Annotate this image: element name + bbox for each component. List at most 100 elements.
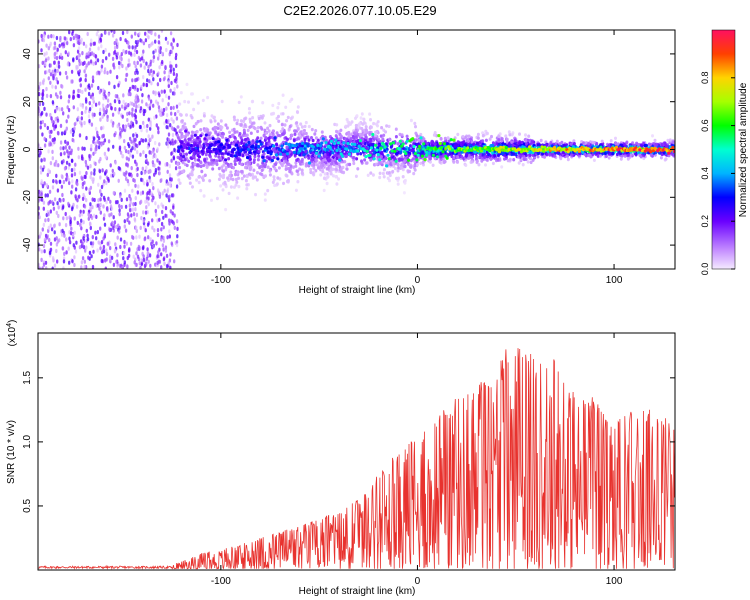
spectrogram-cell	[92, 177, 95, 182]
spectrogram-cell	[172, 193, 175, 198]
spectrogram-cell	[46, 193, 49, 198]
spectrogram-cell	[350, 120, 354, 124]
spectrogram-cell	[416, 162, 419, 167]
spectrogram-cell	[126, 162, 129, 167]
spectrogram-cell	[208, 136, 212, 140]
spectrogram-cell	[249, 131, 253, 135]
spectrogram-cell	[145, 158, 148, 163]
spectrogram-cell	[503, 157, 506, 161]
spectrogram-cell	[38, 102, 42, 107]
spectrogram-cell	[237, 184, 241, 189]
spectrogram-cell	[115, 259, 118, 264]
spectrogram-cell	[106, 114, 109, 119]
spectrogram-cell	[70, 168, 74, 173]
spectrogram-cell	[249, 157, 252, 161]
spectrogram-cell	[89, 59, 93, 64]
spectrogram-cell	[209, 120, 213, 124]
spectrogram-cell	[130, 173, 133, 178]
spectrogram-cell	[170, 177, 173, 182]
spectrogram-cell	[195, 129, 199, 134]
spectrogram-cell	[272, 129, 275, 133]
spectrogram-cell	[284, 167, 288, 171]
spectrogram-cell	[636, 151, 640, 155]
spectrogram-cell	[208, 131, 212, 135]
spectrogram-cell	[185, 152, 188, 156]
spectrogram-cell	[154, 140, 157, 146]
spectrogram-cell	[53, 197, 57, 202]
spectrogram-cell	[312, 166, 316, 170]
spectrogram-cell	[281, 127, 285, 131]
spectrogram-cell	[454, 143, 458, 147]
spectrogram-cell	[100, 240, 104, 245]
spectrogram-cell	[116, 41, 120, 46]
spectrogram-cell	[157, 166, 160, 171]
spectrogram-cell	[95, 146, 98, 151]
spectrogram-cell	[325, 181, 329, 186]
spectrogram-cell	[167, 137, 171, 143]
spectrogram-cell	[433, 156, 437, 160]
spectrogram-cell	[244, 165, 247, 170]
spectrogram-cell	[157, 40, 161, 45]
spectrogram-cell	[161, 243, 165, 248]
spectrogram-cell	[311, 138, 315, 143]
spectrogram-cell	[168, 234, 171, 239]
spectrogram-cell	[282, 181, 285, 186]
spectrogram-cell	[334, 153, 338, 157]
spectrogram-cell	[59, 152, 63, 157]
spectrogram-cell	[75, 204, 79, 209]
spectrogram-cell	[175, 240, 179, 245]
spectrogram-cell	[260, 168, 264, 173]
spectrogram-cell	[104, 154, 108, 159]
spectrogram-cell	[300, 168, 304, 172]
spectrogram-cell	[378, 175, 382, 180]
spectrogram-cell	[366, 173, 370, 177]
spectrogram-cell	[126, 111, 129, 116]
spectrogram-cell	[77, 146, 80, 151]
spectrogram-cell	[78, 58, 81, 63]
spectrogram-cell	[175, 116, 179, 121]
spectrogram-cell	[131, 113, 134, 118]
spectrogram-cell	[152, 195, 155, 200]
spectrogram-cell	[68, 236, 71, 241]
spectrogram-cell	[413, 160, 417, 164]
spectrogram-cell	[131, 188, 134, 193]
spectrogram-cell	[47, 149, 50, 154]
spectrogram-cell	[193, 158, 197, 162]
spectrogram-cell	[79, 102, 82, 107]
spectrogram-cell	[182, 155, 186, 159]
spectrogram-cell	[39, 120, 43, 125]
spectrogram-cell	[154, 39, 157, 44]
spectrogram-cell	[102, 107, 105, 112]
spectrogram-cell	[132, 133, 135, 138]
spectrogram-cell	[49, 250, 52, 255]
spectrogram-cell	[43, 249, 46, 254]
spectrogram-cell	[181, 160, 185, 165]
spectrogram-cell	[149, 103, 152, 108]
spectrogram-cell	[62, 111, 65, 116]
spectrogram-cell	[240, 140, 244, 145]
spectrogram-cell	[169, 31, 173, 36]
spectrogram-cell	[38, 197, 42, 202]
spectrogram-cell	[518, 141, 522, 145]
spectrogram-cell	[151, 218, 154, 223]
spectrogram-cell	[111, 220, 114, 225]
spectrogram-cell	[71, 137, 74, 143]
spectrogram-cell	[206, 95, 210, 100]
spectrogram-cell	[121, 128, 124, 133]
spectrogram-cell	[242, 174, 246, 178]
spectrogram-cell	[481, 134, 485, 138]
spectrogram-cell	[382, 175, 386, 179]
spectrogram-cell	[245, 187, 249, 191]
spectrogram-cell	[558, 142, 562, 146]
spectrogram-cell	[242, 131, 246, 135]
spectrogram-cell	[91, 264, 95, 269]
spectrogram-cell	[144, 153, 148, 159]
spectrogram-cell	[156, 260, 159, 265]
spectrogram-cell	[161, 204, 165, 209]
spectrogram-cell	[55, 236, 58, 241]
spectrogram-cell	[176, 133, 180, 138]
spectrogram-cell	[170, 151, 173, 156]
spectrogram-cell	[93, 213, 96, 218]
spectrogram-cell	[127, 40, 130, 46]
